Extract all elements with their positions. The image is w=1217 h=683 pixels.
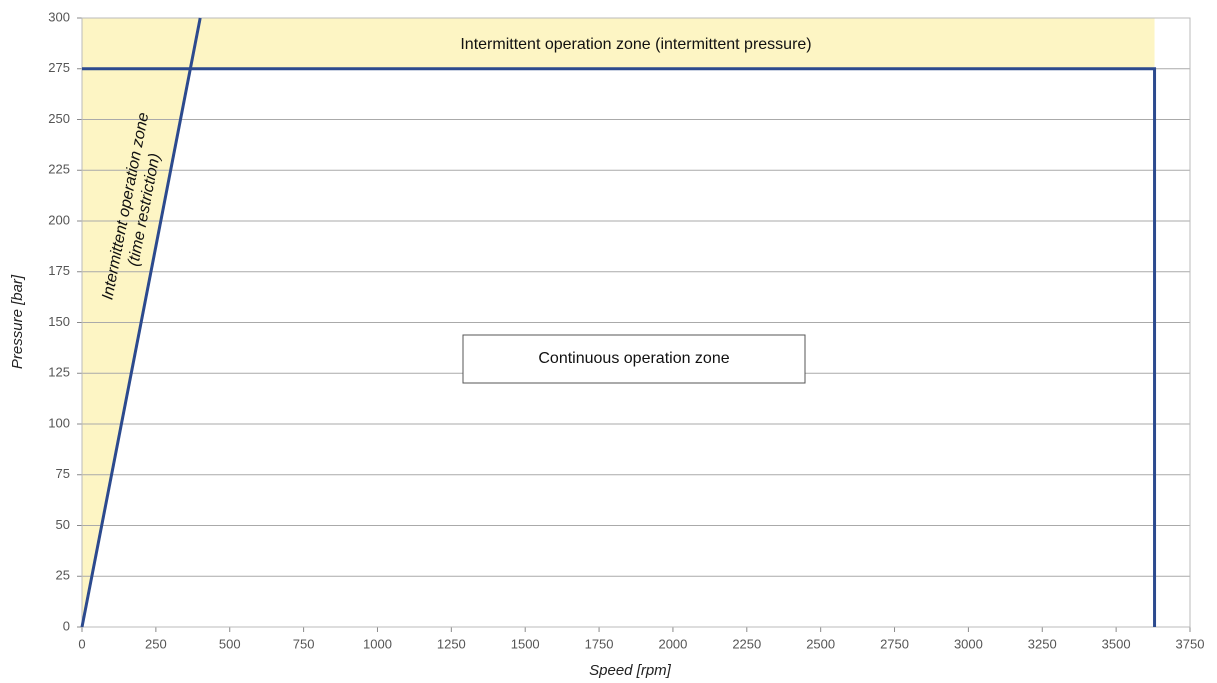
annotation-box [462, 334, 806, 384]
x-tick-label: 3250 [1028, 636, 1057, 651]
y-axis-title: Pressure [bar] [9, 274, 26, 369]
y-tick-label: 175 [48, 263, 70, 278]
x-tick-label: 1250 [437, 636, 466, 651]
x-tick-label: 2250 [732, 636, 761, 651]
y-tick-label: 125 [48, 365, 70, 380]
frame [81, 17, 1191, 628]
y-tick-label: 150 [48, 314, 70, 329]
y-tick-label: 225 [48, 162, 70, 177]
x-tick-label: 250 [145, 636, 167, 651]
y-tick-label: 200 [48, 212, 70, 227]
x-tick-label: 2000 [658, 636, 687, 651]
y-tick-label: 25 [56, 568, 70, 583]
x-tick-label: 1500 [511, 636, 540, 651]
x-tick-label: 750 [293, 636, 315, 651]
x-tick-label: 3750 [1176, 636, 1205, 651]
x-tick-label: 2500 [806, 636, 835, 651]
limit-line [82, 67, 1157, 627]
x-tick-label: 0 [78, 636, 85, 651]
y-tick-label: 250 [48, 111, 70, 126]
x-tick-label: 3500 [1102, 636, 1131, 651]
x-tick-label: 1750 [585, 636, 614, 651]
y-tick-label: 50 [56, 517, 70, 532]
x-tick-label: 2750 [880, 636, 909, 651]
limit-line [80, 17, 202, 628]
y-tick-label: 100 [48, 415, 70, 430]
x-axis-title: Speed [rpm] [589, 662, 672, 679]
x-tick-label: 500 [219, 636, 241, 651]
y-tick-label: 300 [48, 9, 70, 24]
y-tick-label: 75 [56, 466, 70, 481]
x-tick-label: 1000 [363, 636, 392, 651]
annotation: Continuous operation zone [538, 350, 729, 367]
y-tick-label: 0 [63, 618, 70, 633]
x-tick-label: 3000 [954, 636, 983, 651]
annotation: Intermittent operation zone (intermitten… [460, 36, 811, 53]
y-tick-label: 275 [48, 60, 70, 75]
